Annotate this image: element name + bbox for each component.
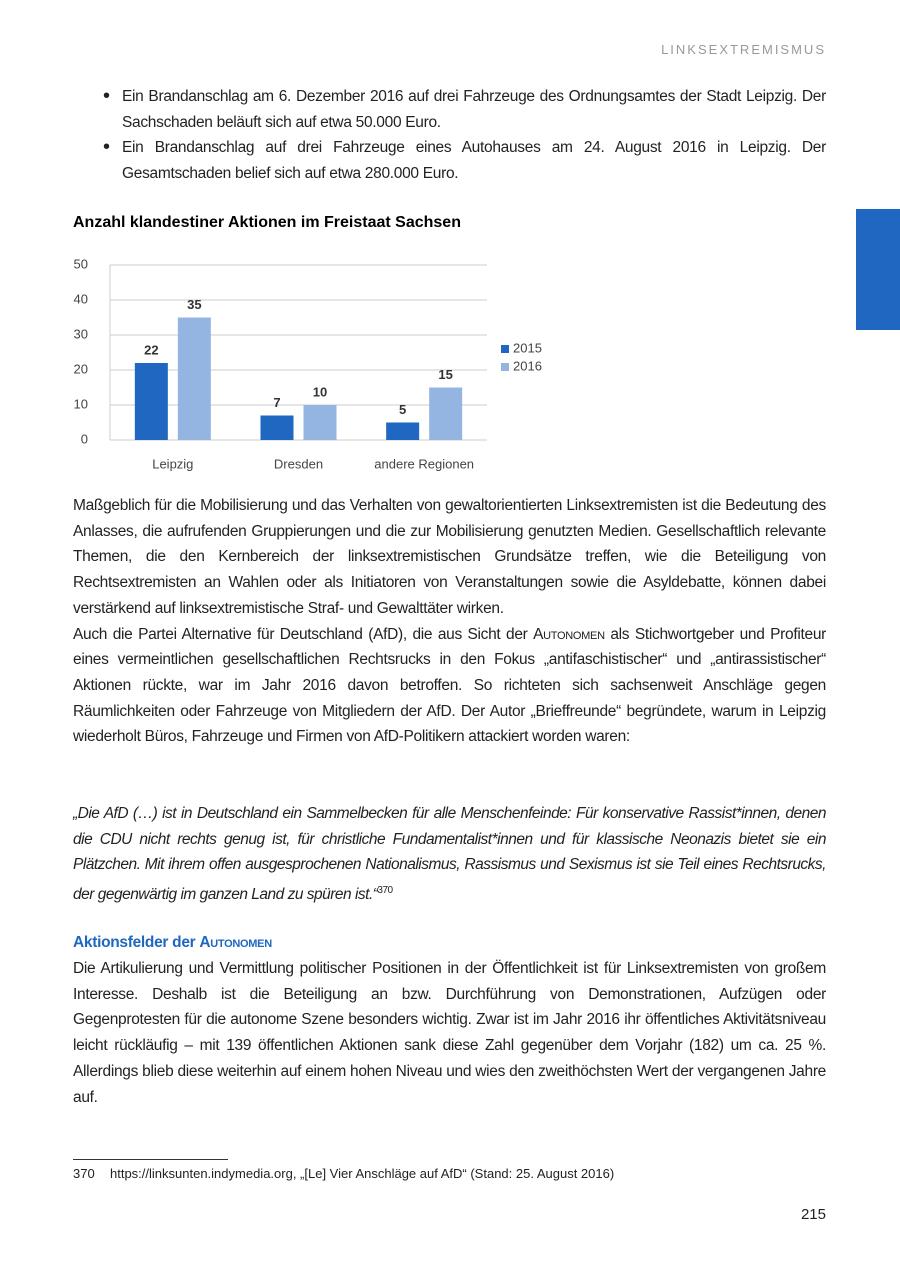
paragraph: Auch die Partei Alternative für Deutschl… <box>73 622 826 751</box>
y-tick-label: 30 <box>74 326 88 341</box>
bar <box>260 415 294 440</box>
footnote-ref: 370 <box>377 885 393 897</box>
y-tick-label: 20 <box>74 361 88 376</box>
text: als Stichwortgeber und Profiteur eines v… <box>73 625 827 746</box>
text: Autonomen <box>533 625 605 643</box>
value-label: 15 <box>438 367 452 382</box>
text: Autonomen <box>199 934 272 951</box>
paragraph: Maßgeblich für die Mobilisierung und das… <box>73 497 826 617</box>
bullet: Ein Brandanschlag am 6. Dezember 2016 au… <box>73 84 826 135</box>
footnote-rule <box>73 1159 228 1160</box>
bullet-list: Ein Brandanschlag am 6. Dezember 2016 au… <box>73 84 826 187</box>
running-title: LINKSEXTREMISMUS <box>661 42 826 57</box>
bar <box>386 422 420 440</box>
legend-swatch <box>501 345 509 353</box>
y-tick-label: 10 <box>74 396 88 411</box>
legend-label: 2016 <box>513 358 542 373</box>
footnote: 370 https://linksunten.indymedia.org, „[L… <box>73 1166 614 1181</box>
page-number: 215 <box>800 1206 826 1223</box>
side-tab <box>856 209 900 330</box>
legend-label: 2015 <box>513 340 542 355</box>
footnote-number: 370 <box>73 1166 95 1181</box>
value-label: 5 <box>399 402 406 417</box>
chart: Anzahl klandestiner Aktionen im Freistaa… <box>73 214 542 471</box>
bar <box>134 363 168 440</box>
value-label: 22 <box>144 342 158 357</box>
footnote-text: https://linksunten.indymedia.org, „[Le] … <box>110 1166 615 1181</box>
y-tick-label: 0 <box>81 431 88 446</box>
quote-text: „Die AfD (…) ist in Deutschland ein Samm… <box>73 805 827 904</box>
x-tick-label: Leipzig <box>152 456 193 471</box>
text: Aktionsfelder der <box>73 934 196 951</box>
quote: „Die AfD (…) ist in Deutschland ein Samm… <box>73 801 827 908</box>
text: Auch die Partei Alternative für Deutschl… <box>73 625 528 643</box>
paragraph: Die Artikulierung und Vermittlung politi… <box>73 960 826 1106</box>
chart-title: Anzahl klandestiner Aktionen im Freistaa… <box>73 214 461 231</box>
x-tick-label: andere Regionen <box>374 456 474 471</box>
body-text: Maßgeblich für die Mobilisierung und das… <box>73 493 826 750</box>
section-heading: Aktionsfelder der Autonomen <box>73 930 826 956</box>
value-label: 10 <box>313 384 327 399</box>
x-tick-label: Dresden <box>274 456 323 471</box>
legend-swatch <box>501 363 509 371</box>
bar <box>303 405 337 440</box>
y-tick-label: 40 <box>74 291 88 306</box>
bar <box>177 317 211 440</box>
bar <box>429 387 463 440</box>
value-label: 35 <box>187 297 201 312</box>
y-tick-label: 50 <box>74 256 88 271</box>
bullet: Ein Brandanschlag auf drei Fahrzeuge ein… <box>73 135 826 186</box>
value-label: 7 <box>273 395 280 410</box>
